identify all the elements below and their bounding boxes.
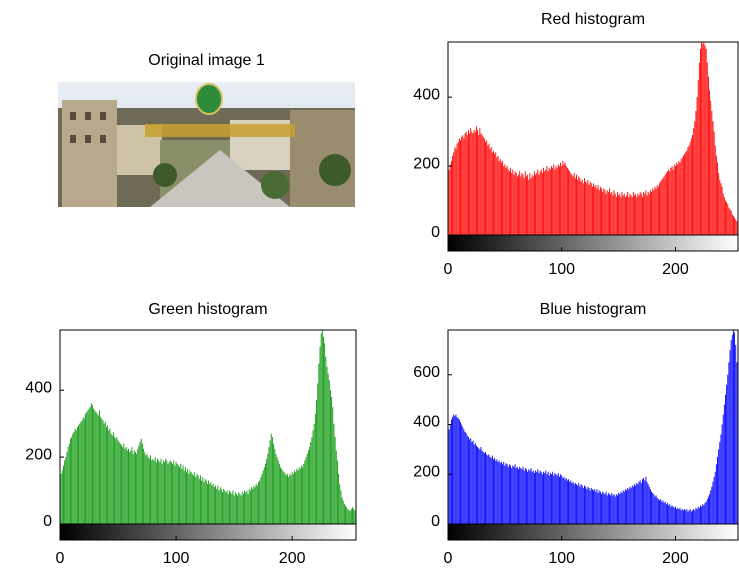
y-tick-label: 400: [413, 86, 440, 103]
x-tick-label: 100: [548, 550, 575, 567]
figure: Original image 1 Red histogram 0 200 400 0 100…: [0, 0, 739, 572]
x-tick-label: 200: [662, 261, 689, 278]
x-tick-label: 100: [548, 261, 575, 278]
y-tick-label: 400: [413, 414, 440, 431]
colorbar: [448, 235, 738, 251]
panel-title: Blue histogram: [540, 301, 647, 318]
y-tick-label: 200: [413, 463, 440, 480]
panel-title: Green histogram: [148, 301, 267, 318]
colorbar: [448, 524, 738, 540]
panel-title: Red histogram: [541, 11, 645, 28]
y-tick-label: 200: [413, 155, 440, 172]
stems: [448, 330, 738, 524]
x-tick-label: 0: [444, 550, 453, 567]
y-tick-label: 400: [25, 379, 52, 396]
y-tick-label: 0: [431, 224, 440, 241]
panel-title: Original image 1: [148, 52, 265, 69]
y-tick-label: 0: [43, 513, 52, 530]
stems: [60, 330, 356, 524]
y-tick-label: 200: [25, 446, 52, 463]
stems: [448, 42, 738, 235]
y-tick-label: 600: [413, 364, 440, 381]
y-tick-label: 0: [431, 513, 440, 530]
x-tick-label: 0: [444, 261, 453, 278]
colorbar: [60, 524, 356, 540]
x-tick-label: 100: [163, 550, 190, 567]
photo: [58, 82, 355, 207]
x-tick-label: 0: [56, 550, 65, 567]
x-tick-label: 200: [662, 550, 689, 567]
x-tick-label: 200: [279, 550, 306, 567]
